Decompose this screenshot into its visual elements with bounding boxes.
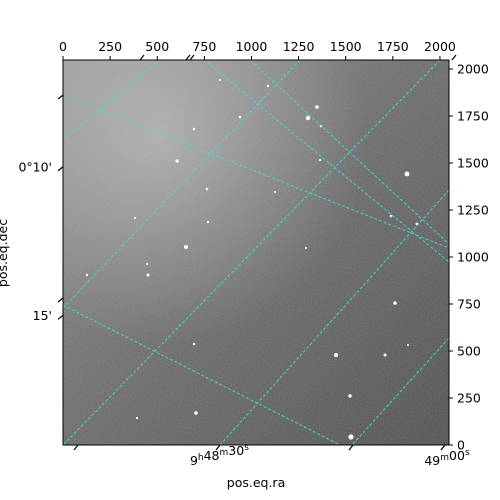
y-axis-label: pos.eq.dec: [0, 219, 10, 287]
star-source: [404, 171, 410, 177]
dec-ticks: 0°10' 15': [18, 94, 64, 323]
star-source: [389, 214, 393, 218]
star-source: [146, 273, 150, 277]
star-source: [315, 105, 319, 109]
star-source: [266, 84, 270, 88]
coordinate-grid: [63, 60, 449, 445]
x-tick-label: 0: [59, 39, 67, 54]
star-source: [318, 158, 322, 162]
y-tick-label: 1750: [457, 109, 489, 124]
grid-line: [219, 189, 449, 445]
star-source: [206, 220, 210, 224]
y-tick-label: 500: [457, 344, 481, 359]
star-source: [348, 434, 354, 440]
ra-tick-mark: [215, 444, 221, 451]
ra-top-tick-mark: [185, 54, 191, 61]
star-source: [192, 127, 196, 131]
grid-line: [63, 60, 161, 141]
star-source: [274, 191, 276, 193]
x-tick-label: 1750: [377, 39, 409, 54]
y-tick-label: 1000: [457, 250, 489, 265]
star-source: [348, 394, 352, 398]
ra-top-tick-mark: [189, 54, 195, 61]
y-tick-label: 1500: [457, 156, 489, 171]
star-source: [134, 217, 136, 219]
grid-line: [63, 94, 449, 249]
star-sources: [85, 79, 419, 440]
x-tick-label: 1500: [330, 39, 362, 54]
star-source: [135, 416, 139, 420]
star-source: [194, 411, 198, 415]
x-tick-label: 250: [98, 39, 122, 54]
x-tick-label: 1000: [236, 39, 268, 54]
dec-tick-label: 0°10': [18, 159, 52, 174]
dec-tick-mark: [57, 166, 64, 172]
ra-tick-label: 9h48m30s: [190, 443, 249, 468]
star-source: [238, 115, 242, 119]
x-tick-label: 750: [192, 39, 216, 54]
grid-line: [203, 60, 449, 263]
star-source: [175, 159, 179, 163]
star-source: [334, 353, 338, 357]
ra-tick-mark: [440, 444, 446, 451]
grid-line: [249, 60, 449, 245]
y-tick-label: 2000: [457, 62, 489, 77]
star-source: [305, 247, 307, 249]
plot-frame: [62, 59, 450, 446]
y-tick-label: 1250: [457, 203, 489, 218]
dec-tick-mark: [57, 94, 64, 100]
pixel-x-ticks: 0 250 500 750 1000 1250 1500 1750 2000: [59, 39, 456, 60]
star-source: [146, 263, 148, 265]
dec-tick-mark: [57, 297, 64, 303]
y-tick-label: 750: [457, 297, 481, 312]
ra-top-tick-mark: [139, 54, 145, 61]
x-tick-label: 1250: [283, 39, 315, 54]
ra-tick-mark: [73, 444, 79, 451]
y-tick-label: 250: [457, 391, 481, 406]
grid-line: [63, 60, 301, 309]
y-tick-label: 0: [457, 438, 465, 453]
star-source: [407, 344, 409, 346]
ra-tick-mark: [348, 444, 354, 451]
pixel-y-ticks: 0 250 500 750 1000 1250 1500 1750 2000: [449, 62, 489, 453]
star-source: [205, 187, 209, 191]
star-source: [305, 115, 311, 121]
grid-line: [351, 337, 449, 445]
ra-tick-label: 49m00s: [424, 448, 470, 468]
star-source: [85, 273, 89, 277]
grid-line: [63, 304, 342, 445]
x-axis-label: pos.eq.ra: [227, 475, 285, 490]
dec-tick-mark: [57, 314, 64, 320]
star-source: [219, 79, 221, 81]
x-tick-label: 500: [145, 39, 169, 54]
star-source: [383, 353, 387, 357]
ra-ticks: 9h48m30s 49m00s: [73, 54, 470, 468]
star-source: [184, 245, 188, 249]
star-source: [393, 301, 397, 305]
star-source: [192, 342, 196, 346]
ra-top-tick-mark: [451, 54, 457, 61]
dec-tick-label: 15': [33, 308, 52, 323]
x-tick-label: 2000: [424, 39, 456, 54]
sky-image: [63, 60, 449, 445]
